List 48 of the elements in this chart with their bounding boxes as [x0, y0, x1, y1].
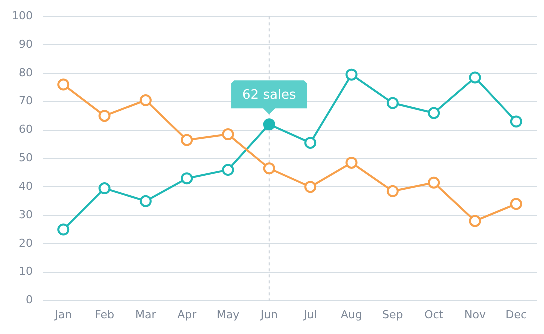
point [98, 182, 111, 195]
x-tick-label: Jun [260, 308, 278, 322]
point [346, 156, 358, 169]
x-tick-label: Jan [54, 308, 72, 322]
point [58, 224, 70, 236]
x-tick-label: Nov [464, 308, 486, 322]
x-tick-label: Sep [382, 308, 404, 322]
point [386, 97, 399, 110]
x-tick-label: Jul [302, 308, 318, 322]
point [469, 215, 482, 228]
point [510, 116, 522, 128]
point [140, 195, 152, 208]
y-tick-label: 70 [18, 94, 33, 108]
x-tick-label: Feb [95, 308, 114, 322]
y-tick-label: 60 [18, 123, 33, 136]
point [346, 68, 358, 81]
point [98, 110, 111, 122]
point [222, 128, 234, 141]
x-tick-label: Aug [341, 308, 362, 322]
point [181, 172, 194, 185]
point [428, 176, 440, 189]
y-tick-label: 50 [18, 152, 33, 165]
point [304, 181, 317, 194]
y-tick-label: 90 [18, 38, 33, 51]
x-tick-label: Oct [424, 308, 444, 322]
point [181, 134, 194, 146]
point [263, 118, 276, 131]
y-tick-label: 0 [26, 294, 33, 307]
y-tick-label: 10 [18, 265, 33, 278]
point [386, 185, 399, 198]
y-tick-label: 30 [18, 208, 33, 222]
y-tick-label: 80 [18, 66, 33, 80]
point [304, 137, 317, 150]
point [222, 164, 234, 176]
point [510, 198, 522, 210]
x-tick-label: Apr [178, 308, 198, 322]
point [469, 72, 482, 84]
y-tick-label: 20 [18, 236, 33, 250]
x-tick-label: May [216, 308, 240, 322]
point [428, 107, 440, 120]
y-tick-label: 100 [12, 9, 33, 22]
annotation: 62 sales [242, 88, 297, 103]
point [58, 78, 70, 91]
y-tick-label: 40 [18, 180, 33, 193]
x-tick-label: Mar [136, 308, 157, 322]
point [263, 162, 276, 175]
x-tick-label: Dec [506, 308, 528, 322]
point [140, 94, 152, 106]
